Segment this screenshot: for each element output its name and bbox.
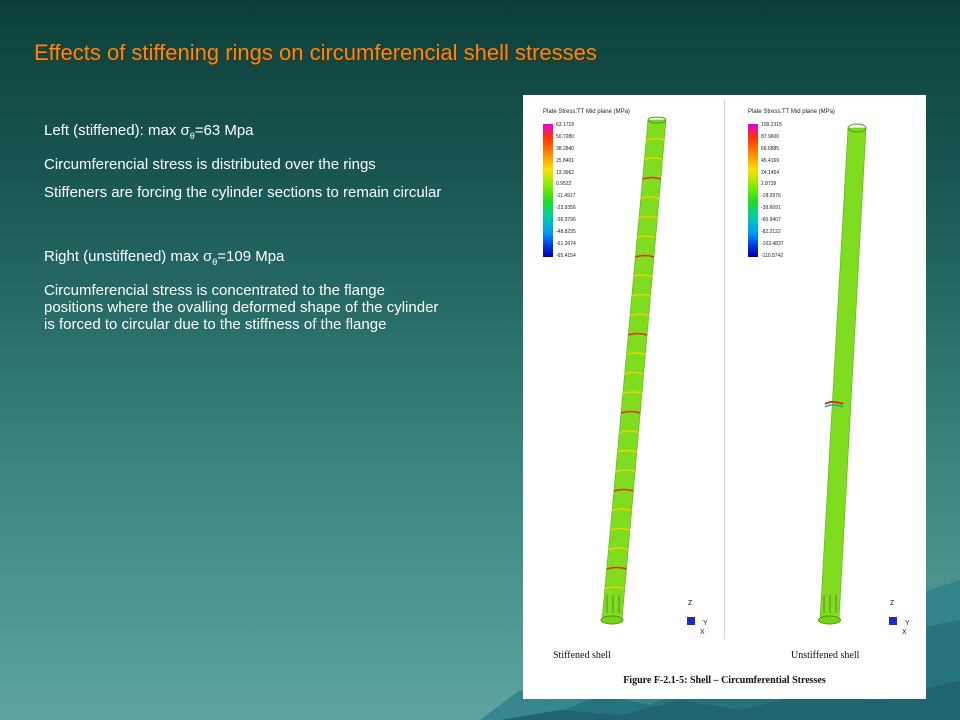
stiffener-ring xyxy=(636,235,656,239)
tick-label: 38.2840 xyxy=(556,145,575,152)
unstiffened-shell-body xyxy=(819,127,867,621)
flange-hotspot xyxy=(824,401,844,405)
bullet-value: =63 Mpa xyxy=(194,122,254,139)
stiffener-ring xyxy=(611,508,632,512)
unstiffened-shell-base xyxy=(818,615,841,625)
right-axis-z: Z xyxy=(890,600,895,607)
right-axis-triad-icon xyxy=(889,617,897,625)
right-axis-y: Y xyxy=(905,620,910,627)
stiffener-ring xyxy=(606,566,627,570)
tick-label: -11.4917 xyxy=(556,193,576,200)
stiffener-ring xyxy=(629,313,650,317)
bullet-stiffeners: Stiffeners are forcing the cylinder sect… xyxy=(44,184,442,201)
flange-cold-band xyxy=(824,404,844,408)
theta-subscript: θ xyxy=(212,257,218,267)
bullet-left-max-stress: Left (stiffened): max σθ=63 Mpa xyxy=(44,122,444,145)
right-colorbar xyxy=(748,124,758,257)
tick-label: 50.7280 xyxy=(556,133,575,140)
stiffener-ring xyxy=(642,176,662,180)
left-tick-labels: 63.1719 50.7280 38.2840 25.8401 13.3962 … xyxy=(556,120,596,263)
bullet-text: Left (stiffened): max σ xyxy=(44,122,190,139)
stiffener-ring xyxy=(610,527,631,531)
stiffener-rings xyxy=(604,137,665,590)
base-openings xyxy=(823,595,837,613)
left-caption: Stiffened shell xyxy=(553,650,611,661)
stiffener-ring xyxy=(604,586,626,590)
stiffener-ring xyxy=(626,352,646,356)
stiffener-ring xyxy=(608,547,629,551)
stiffener-ring xyxy=(635,254,655,258)
tick-label: 63.1719 xyxy=(556,122,575,128)
stiffener-ring xyxy=(624,371,644,375)
tick-label: 13.3962 xyxy=(556,169,575,176)
stiffened-shell-body xyxy=(601,119,667,621)
tick-label: 24.1454 xyxy=(761,169,780,176)
tick-label: -65.4154 xyxy=(556,252,576,259)
tick-label: -61.2674 xyxy=(556,240,576,247)
stiffener-ring xyxy=(619,430,639,434)
tick-label: 109.2315 xyxy=(761,122,782,128)
theta-subscript: θ xyxy=(189,131,195,141)
stiffener-ring xyxy=(638,215,658,219)
stiffener-ring xyxy=(640,196,660,200)
stiffener-ring xyxy=(622,391,643,395)
stiffener-ring xyxy=(644,157,663,161)
stiffener-ring xyxy=(615,469,636,473)
slide-title: Effects of stiffening rings on circumfer… xyxy=(34,40,597,65)
left-colorbar xyxy=(543,124,553,257)
unstiffened-shell-top-rim xyxy=(847,123,867,133)
left-axis-triad-icon xyxy=(687,617,695,625)
right-axis-x: X xyxy=(902,629,907,636)
tick-label: -23.9356 xyxy=(556,205,576,212)
stiffened-shell-top-rim xyxy=(647,116,667,124)
tick-label: 2.8739 xyxy=(761,181,777,188)
base-openings xyxy=(606,595,620,613)
tick-label: 0.9522 xyxy=(556,181,572,188)
bullet-concentration: Circumferencial stress is concentrated t… xyxy=(44,282,439,333)
tick-label: 87.9600 xyxy=(761,133,780,140)
stiffener-ring xyxy=(613,488,634,492)
tick-label: -103.4837 xyxy=(761,240,784,247)
stiffener-ring xyxy=(631,293,651,297)
right-legend-title: Plate Stress:TT Mid plane (MPa) xyxy=(748,109,835,115)
stiffened-shell-plot xyxy=(600,116,667,625)
bullet-distribution: Circumferencial stress is distributed ov… xyxy=(44,156,376,173)
left-axis-z: Z xyxy=(688,600,693,607)
tick-label: 25.8401 xyxy=(556,157,575,164)
tick-label: -110.5742 xyxy=(761,252,784,259)
stiffened-shell-base xyxy=(600,615,624,625)
figure-title: Figure F-2.1-5: Shell – Circumferential … xyxy=(623,675,826,686)
bullet-value: =109 Mpa xyxy=(217,248,285,265)
tick-label: 45.4169 xyxy=(761,157,780,164)
bullet-right-max-stress: Right (unstiffened) max σθ=109 Mpa xyxy=(44,248,444,271)
left-legend-title: Plate Stress:TT Mid plane (MPa) xyxy=(543,109,630,115)
bullet-list: Left (stiffened): max σθ=63 Mpa Circumfe… xyxy=(44,122,444,344)
tick-label: -82.2122 xyxy=(761,229,781,236)
panel-divider xyxy=(724,99,725,639)
stiffener-ring xyxy=(645,137,665,141)
stress-figure: Plate Stress:TT Mid plane (MPa) 63.1719 … xyxy=(523,95,926,699)
unstiffened-shell-plot xyxy=(818,123,867,625)
tick-label: -36.3796 xyxy=(556,217,576,224)
stiffener-ring xyxy=(627,332,648,336)
left-axis-y: Y xyxy=(703,620,708,627)
stiffener-ring xyxy=(620,410,641,414)
tick-label: -60.9407 xyxy=(761,217,781,224)
bullet-text: Right (unstiffened) max σ xyxy=(44,248,213,265)
right-tick-labels: 109.2315 87.9600 66.6885 45.4169 24.1454… xyxy=(761,120,801,263)
tick-label: -39.6691 xyxy=(761,205,781,212)
tick-label: -48.8235 xyxy=(556,229,576,236)
tick-label: 66.6885 xyxy=(761,145,780,152)
stiffener-ring xyxy=(617,449,638,453)
tick-label: -18.3976 xyxy=(761,193,781,200)
stiffener-ring xyxy=(633,274,653,278)
right-caption: Unstiffened shell xyxy=(791,650,860,661)
left-axis-x: X xyxy=(700,629,705,636)
